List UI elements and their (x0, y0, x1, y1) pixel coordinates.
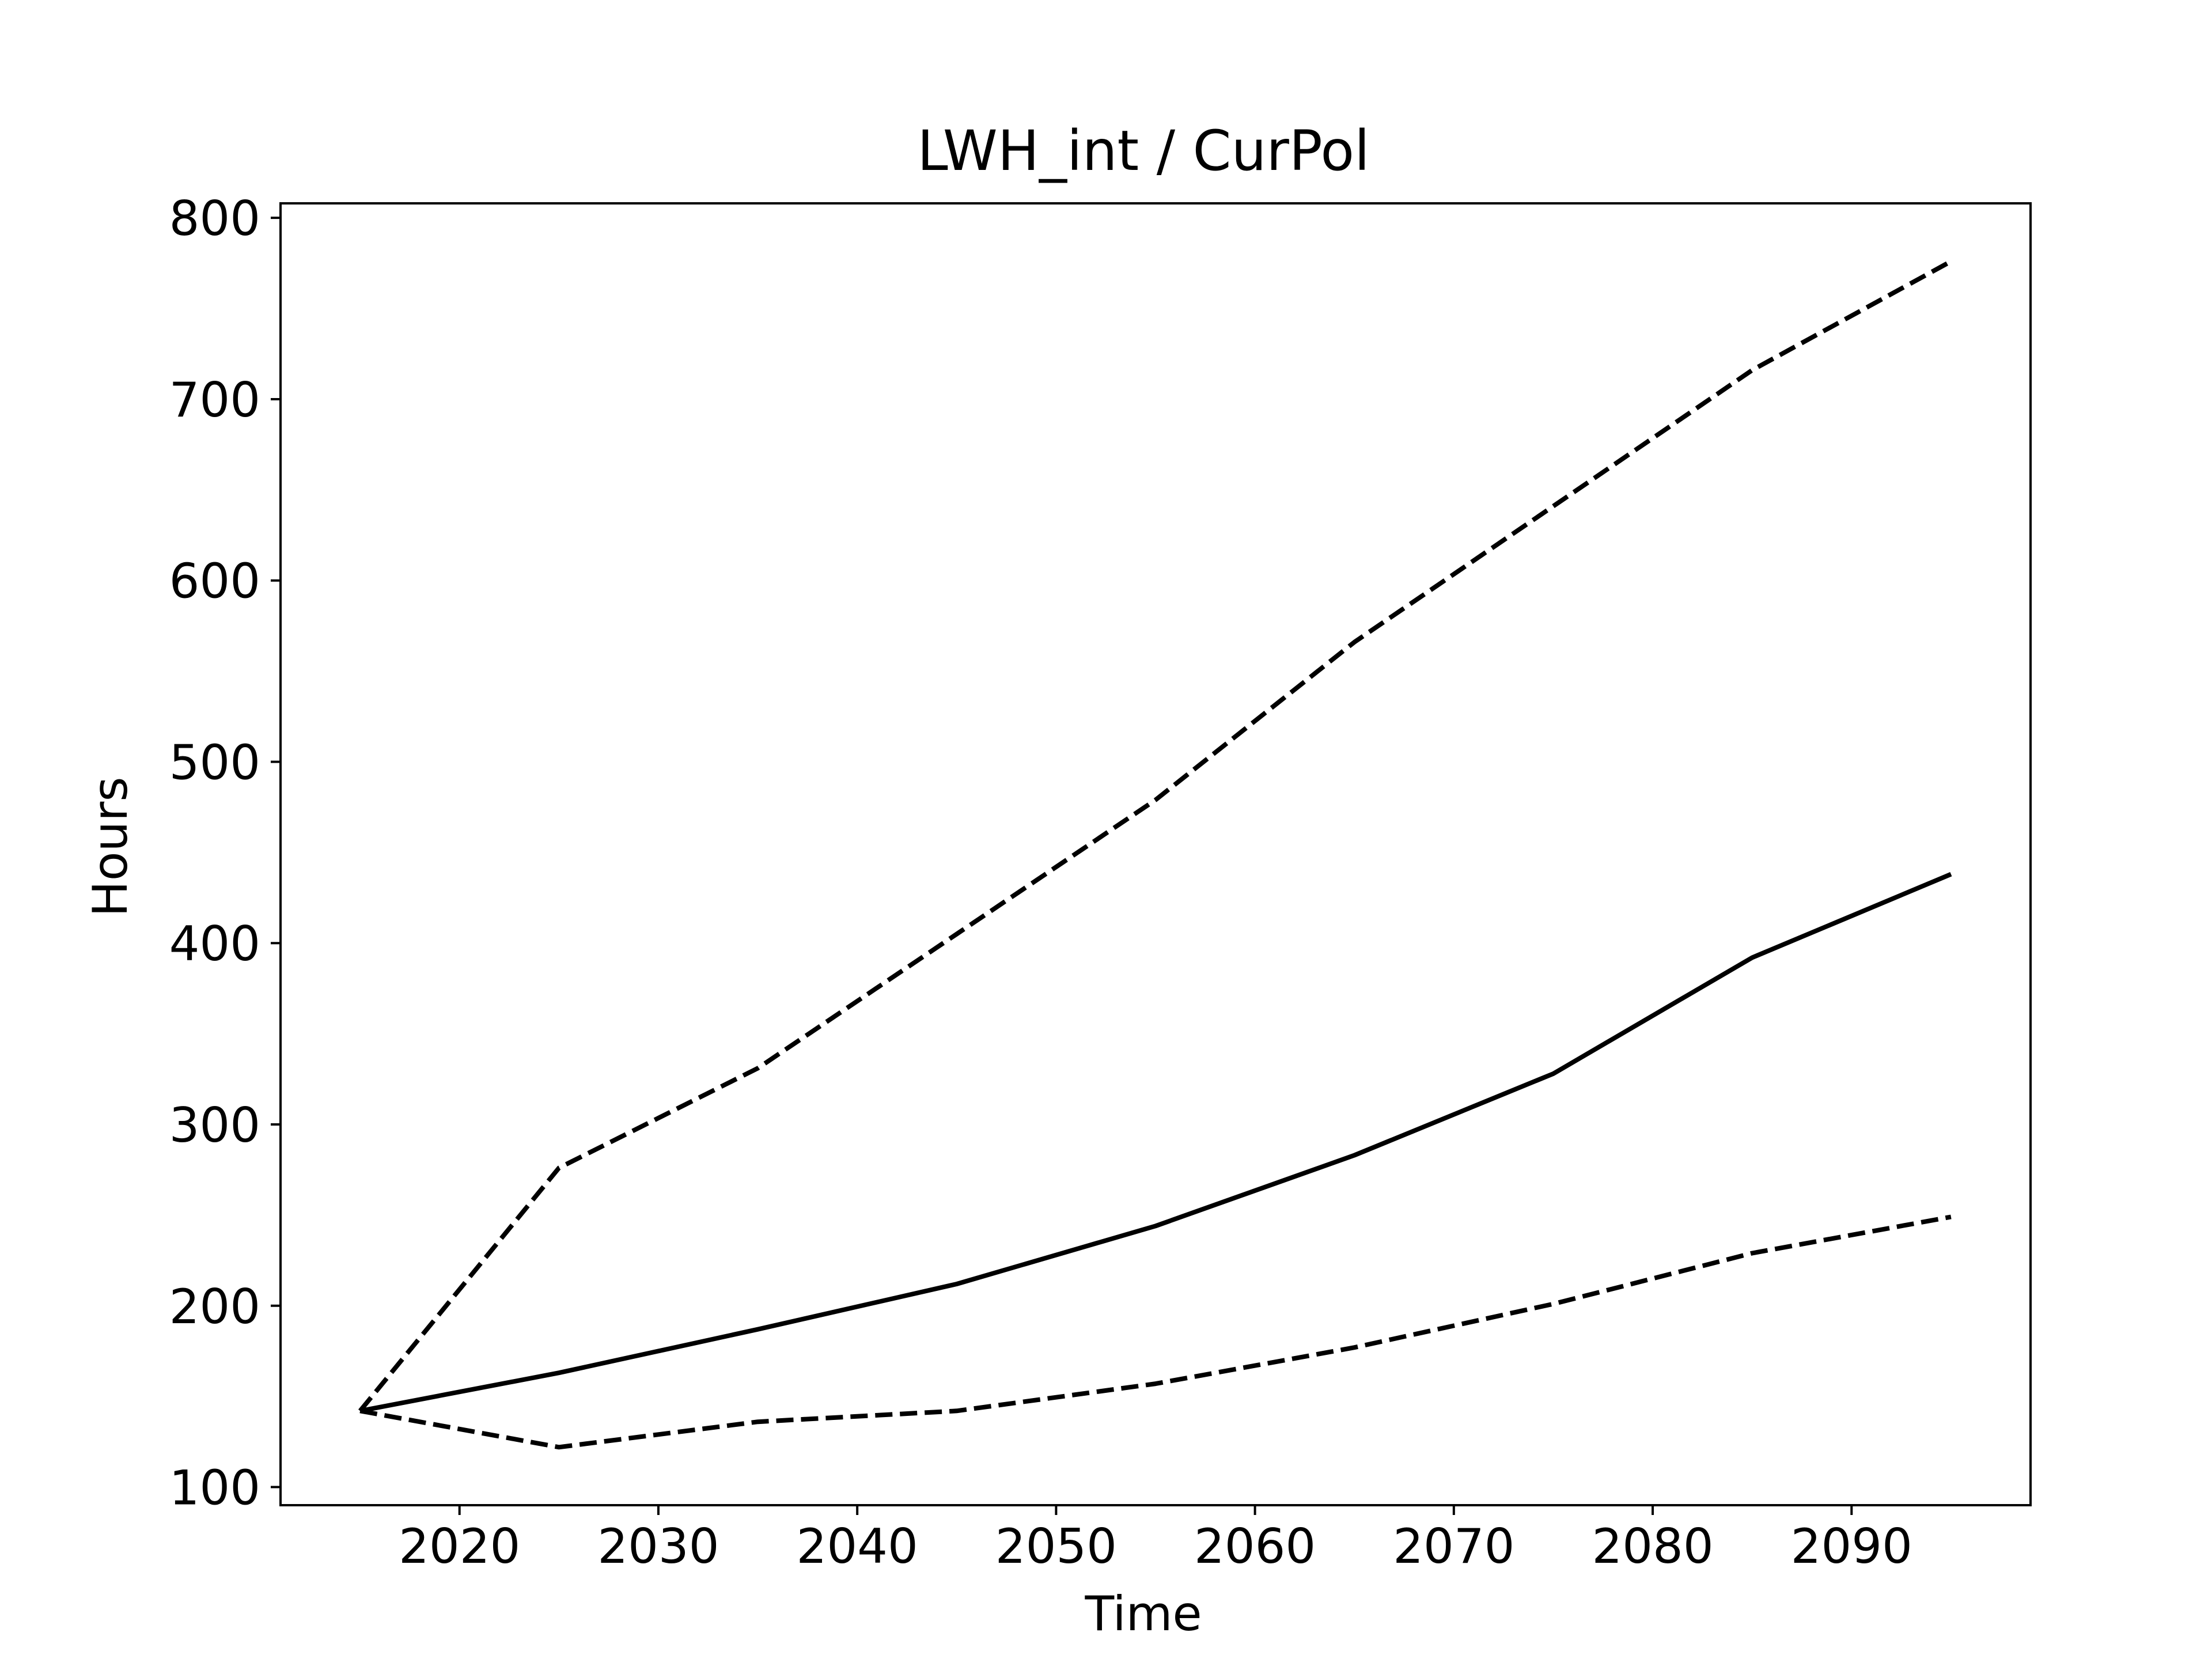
y-tick-label: 200 (169, 1279, 260, 1335)
y-tick-label: 300 (169, 1097, 260, 1153)
y-tick-label: 400 (169, 916, 260, 972)
x-tick-label: 2080 (1592, 1518, 1713, 1574)
y-tick-label: 800 (169, 191, 260, 247)
chart-title: LWH_int / CurPol (917, 119, 1370, 183)
series-line-2 (359, 872, 1952, 1414)
y-tick-label: 700 (169, 372, 260, 428)
x-tick-label: 2020 (399, 1518, 520, 1574)
x-tick-label: 2030 (597, 1518, 719, 1574)
x-tick-label: 2090 (1791, 1518, 1912, 1574)
x-tick-label: 2040 (797, 1518, 918, 1574)
series-line-3 (359, 1214, 1952, 1450)
x-tick-label: 2060 (1194, 1518, 1316, 1574)
series-line-1 (358, 259, 1952, 1412)
series-layer (358, 259, 1952, 1450)
x-tick-label: 2070 (1393, 1518, 1514, 1574)
y-tick-label: 500 (169, 734, 260, 790)
x-axis-label: Time (1084, 1586, 1202, 1642)
y-tick-label: 100 (169, 1460, 260, 1516)
y-axis-label: Hours (82, 777, 138, 916)
axes-layer: 2020 2030 2040 2050 2060 2070 2080 2090 100 200 30… (169, 191, 2032, 1574)
plot-frame (279, 202, 2032, 1506)
y-tick-label: 600 (169, 554, 260, 609)
x-tick-label: 2050 (995, 1518, 1117, 1574)
